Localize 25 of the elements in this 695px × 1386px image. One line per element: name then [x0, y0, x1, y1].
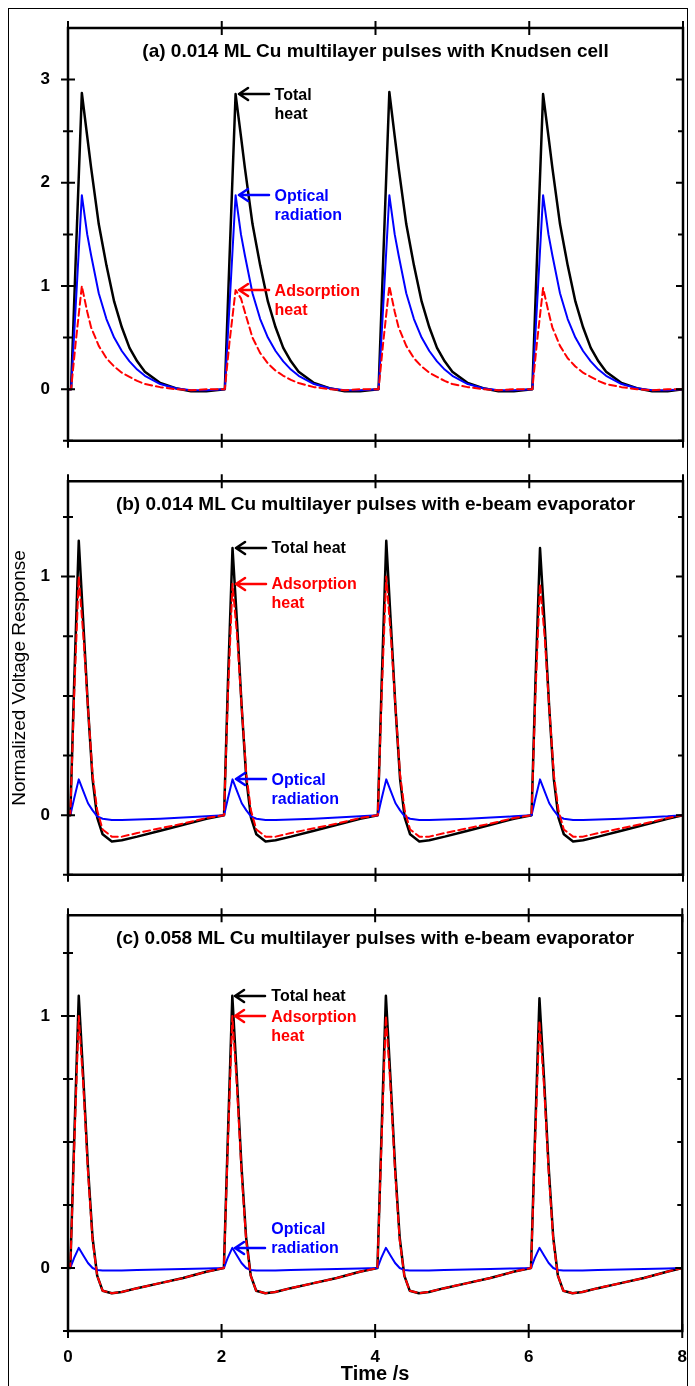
y-tick-label: 0: [40, 804, 50, 824]
text: (c) 0.058 ML Cu multilayer pulses with e-beam evaporator: [116, 927, 635, 949]
annotation: Optical radiation: [271, 769, 340, 808]
x-tick-label: 6: [523, 1346, 534, 1366]
y-tick-label: 3: [40, 69, 50, 89]
x-tick-label: 2: [216, 1346, 227, 1366]
y-tick-label: 0: [40, 378, 50, 398]
annotation: Adsorption heat: [271, 574, 357, 613]
y-tick-label: 1: [40, 1005, 50, 1025]
annotation: Total heat: [271, 986, 346, 1006]
annotation: Total heat: [271, 538, 346, 558]
y-tick-label: 1: [40, 566, 50, 586]
annotation: Total heat: [274, 84, 312, 123]
annotation: Optical radiation: [274, 185, 343, 224]
x-tick-label: 0: [63, 1346, 73, 1366]
annotation: Adsorption heat: [271, 1006, 357, 1045]
x-tick-label: 8: [677, 1346, 688, 1366]
y-tick-label: 2: [40, 172, 50, 192]
annotation: Adsorption heat: [274, 280, 360, 319]
text: (b) 0.014 ML Cu multilayer pulses with e-beam evaporator: [115, 493, 636, 515]
y-tick-label: 0: [40, 1257, 50, 1277]
y-axis-title: Normalized Voltage Response: [7, 550, 29, 806]
y-tick-label: 1: [40, 275, 50, 295]
annotation: Optical radiation: [271, 1219, 339, 1258]
text: (a) 0.014 ML Cu multilayer pulses with Knudsen cell: [142, 40, 609, 62]
